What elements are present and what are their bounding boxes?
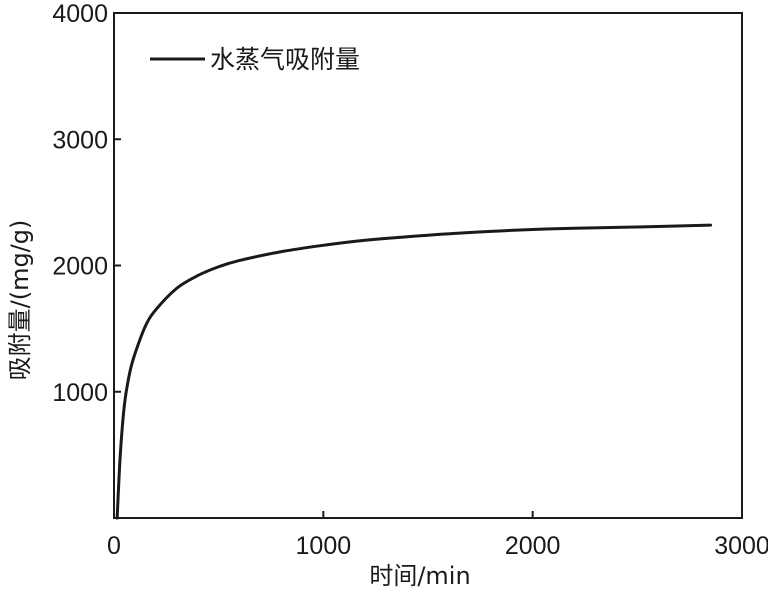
y-tick-label: 4000 bbox=[52, 0, 108, 28]
series-layer bbox=[115, 223, 713, 520]
x-tick-label: 3000 bbox=[714, 532, 768, 560]
y-axis-ticks: 1000 2000 3000 4000 bbox=[52, 0, 121, 407]
x-tick-label: 0 bbox=[107, 532, 121, 560]
x-axis-ticks: 0 1000 2000 3000 bbox=[107, 511, 768, 560]
y-tick-label: 3000 bbox=[52, 126, 108, 154]
x-tick-label: 1000 bbox=[296, 532, 352, 560]
x-axis-label: 时间/min bbox=[369, 562, 470, 590]
plot-frame bbox=[113, 12, 743, 519]
y-tick-label: 2000 bbox=[52, 253, 108, 281]
y-tick-label: 1000 bbox=[52, 379, 108, 407]
y-axis-label: 吸附量/(mg/g) bbox=[6, 220, 34, 381]
legend: 水蒸气吸附量 bbox=[150, 45, 360, 74]
legend-label: 水蒸气吸附量 bbox=[210, 45, 360, 74]
x-tick-label: 2000 bbox=[505, 532, 561, 560]
series-line bbox=[115, 223, 713, 520]
